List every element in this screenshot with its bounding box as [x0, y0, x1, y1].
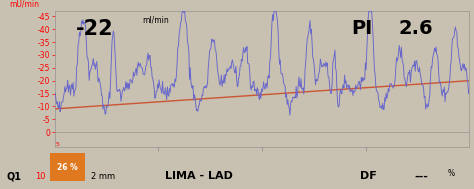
Text: ml/min: ml/min — [142, 15, 169, 24]
Text: PI: PI — [351, 19, 372, 38]
Text: 2.6: 2.6 — [398, 19, 433, 38]
Text: 2 mm: 2 mm — [91, 172, 115, 181]
Text: DF: DF — [360, 171, 377, 181]
Text: mU/min: mU/min — [9, 0, 39, 9]
Text: %: % — [448, 169, 455, 178]
Text: 10: 10 — [36, 172, 46, 181]
Text: LIMA - LAD: LIMA - LAD — [165, 171, 233, 181]
Text: 26 %: 26 % — [57, 163, 78, 172]
Text: -22: -22 — [76, 19, 113, 39]
Text: 5: 5 — [56, 143, 60, 147]
Text: Q1: Q1 — [6, 171, 21, 181]
Text: ---: --- — [415, 171, 428, 181]
